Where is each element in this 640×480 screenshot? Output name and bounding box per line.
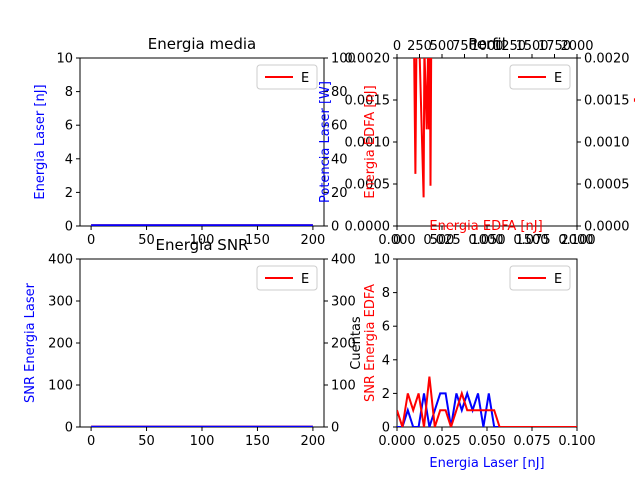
- p3-y-tick-label: 100: [48, 379, 73, 394]
- p4-legend-label: E: [554, 272, 562, 287]
- p2-xtop-tick-label: 1000: [470, 39, 503, 54]
- p3-y-tick-label: 200: [48, 337, 73, 352]
- p1-y2-tick-label: 40: [331, 152, 348, 167]
- p3-x-tick-label: 100: [190, 434, 215, 449]
- p1-ylabel: Energia Laser [nJ]: [33, 84, 48, 199]
- p1-title: Energia media: [148, 35, 257, 53]
- p2-x-tick-label: 0: [393, 233, 401, 248]
- p3-x-tick-label: 50: [138, 434, 155, 449]
- p1-y-tick-label: 8: [65, 85, 73, 100]
- p2-x-alt-tick-label: 0.025: [423, 233, 460, 248]
- p3-y-tick-label: 400: [48, 253, 73, 268]
- p2-xtop-tick-label: 250: [407, 39, 432, 54]
- p2-legend-label: E: [554, 71, 562, 86]
- p2-series-0: [413, 58, 433, 198]
- p2-y-tick-label: 0.0020: [345, 52, 391, 67]
- p2-xtop-tick-label: 0: [393, 39, 401, 54]
- p1-y-tick-label: 4: [65, 152, 73, 167]
- p3-y2-tick-label: 300: [331, 295, 356, 310]
- p4-y-tick-label: 4: [382, 353, 390, 368]
- p3-x-tick-label: 200: [300, 434, 325, 449]
- p4-y-tick-label: 8: [382, 286, 390, 301]
- p2-x-tick-label: 500: [430, 233, 455, 248]
- p1-x-tick-label: 50: [138, 233, 155, 248]
- p4-y-tick-label: 0: [382, 421, 390, 436]
- p3-x-tick-label: 150: [245, 434, 270, 449]
- p1-legend-label: E: [301, 71, 309, 86]
- p1-x-tick-label: 200: [300, 233, 325, 248]
- p1-y-tick-label: 6: [65, 119, 73, 134]
- p2-y-tick-label: 0.0010: [345, 136, 391, 151]
- p2-xtop-tick-label: 750: [452, 39, 477, 54]
- p4-series-0: [397, 376, 577, 427]
- p4-xlabel: Energia Laser [nJ]: [429, 456, 544, 471]
- p4-x-tick-label: 0.050: [468, 434, 505, 449]
- p2-xtop-tick-label: 1250: [493, 39, 526, 54]
- p2-xtop-tick-label: 1500: [515, 39, 548, 54]
- p2-x-alt-tick-label: 0.000: [378, 233, 415, 248]
- p4-x-tick-label: 0.100: [558, 434, 595, 449]
- p3-y-tick-label: 0: [65, 421, 73, 436]
- p4-y-tick-label: 6: [382, 320, 390, 335]
- p2-x-alt-tick-label: 0.100: [558, 233, 595, 248]
- p1-y2-tick-label: 0: [331, 220, 339, 235]
- p2-y2-tick-label: 0.0005: [584, 178, 630, 193]
- p1-y2-tick-label: 20: [331, 186, 348, 201]
- p4-y-tick-label: 10: [373, 253, 390, 268]
- p2-y2-tick-label: 0.0020: [584, 52, 630, 67]
- p2-x-tick-label: 1500: [515, 233, 548, 248]
- p2-xtop-tick-label: 2000: [560, 39, 593, 54]
- p4-x-tick-label: 0.000: [378, 434, 415, 449]
- p2-y-tick-label: 0.0005: [345, 178, 391, 193]
- p4-y-tick-label: 2: [382, 387, 390, 402]
- p4-x-tick-label: 0.075: [513, 434, 550, 449]
- p2-y2-tick-label: 0.0000: [584, 220, 630, 235]
- p2-y-tick-label: 0.0000: [345, 220, 391, 235]
- p1-x-tick-label: 0: [87, 233, 95, 248]
- p1-y-tick-label: 10: [56, 52, 73, 67]
- p1-x-tick-label: 100: [190, 233, 215, 248]
- p3-y-tick-label: 300: [48, 295, 73, 310]
- p3-legend-label: E: [301, 272, 309, 287]
- p2-y-tick-label: 0.0015: [345, 94, 391, 109]
- p3-y2-tick-label: 200: [331, 337, 356, 352]
- p2-x-tick-label: 1000: [470, 233, 503, 248]
- p1-y-tick-label: 2: [65, 186, 73, 201]
- p2-x-alt-tick-label: 0.050: [468, 233, 505, 248]
- p2-y2-tick-label: 0.0010: [584, 136, 630, 151]
- p3-title: Energia SNR: [156, 236, 249, 254]
- p2-xtop-tick-label: 1750: [538, 39, 571, 54]
- p2-y2-tick-label: 0.0015: [584, 94, 630, 109]
- p4-x-tick-label: 0.025: [423, 434, 460, 449]
- p3-ylabel: SNR Energia Laser: [23, 282, 38, 403]
- p2-ylabel: Energia EDFA [nJ]: [363, 85, 378, 198]
- p2-xtop-tick-label: 500: [430, 39, 455, 54]
- p3-ylabel-right: Cuentas: [349, 316, 364, 370]
- p1-y2-tick-label: 100: [331, 52, 356, 67]
- p1-y-tick-label: 0: [65, 220, 73, 235]
- p3-y2-tick-label: 0: [331, 421, 339, 436]
- p4-ylabel: SNR Energia EDFA: [363, 284, 378, 402]
- p1-x-tick-label: 150: [245, 233, 270, 248]
- p2-title: Perfil: [468, 35, 506, 53]
- p2-xlabel-top: Energia EDFA [nJ]: [429, 219, 542, 234]
- p3-y2-tick-label: 100: [331, 379, 356, 394]
- p3-y2-tick-label: 400: [331, 253, 356, 268]
- p1-y2-tick-label: 80: [331, 85, 348, 100]
- p2-x-alt-tick-label: 0.075: [513, 233, 550, 248]
- p1-y2-tick-label: 60: [331, 119, 348, 134]
- p2-x-tick-label: 2000: [560, 233, 593, 248]
- p3-x-tick-label: 0: [87, 434, 95, 449]
- p1-ylabel-right: Potencia Laser [W]: [318, 81, 333, 203]
- p2-ylabel-right: -: [627, 97, 640, 102]
